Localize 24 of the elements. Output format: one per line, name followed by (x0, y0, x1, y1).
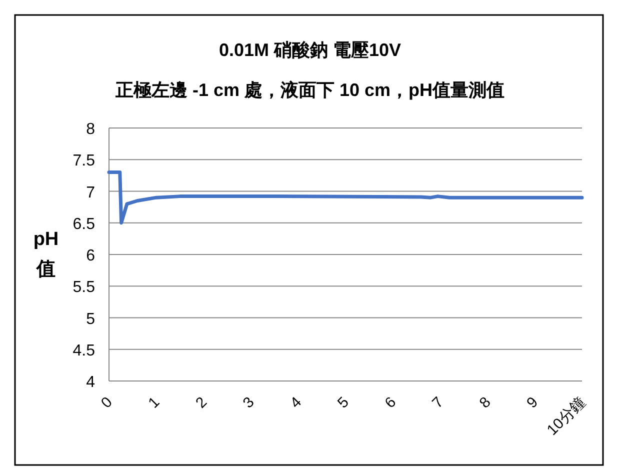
x-tick-label: 7 (429, 394, 447, 412)
x-tick-label: 0 (98, 394, 116, 412)
x-tick-label: 5 (334, 394, 352, 412)
x-tick-label: 2 (192, 394, 210, 412)
x-tick-label: 10分鐘 (544, 394, 589, 439)
x-tick-label: 8 (476, 394, 494, 412)
chart-subtitle: 正極左邊 -1 cm 處，液面下 10 cm，pH值量測值 (114, 80, 505, 100)
x-tick-label: 4 (287, 394, 306, 412)
y-tick-label: 8 (86, 121, 96, 138)
x-tick-label: 3 (240, 394, 258, 412)
y-tick-label: 7.5 (72, 152, 96, 170)
y-tick-label: 7 (86, 184, 96, 202)
x-tick-label: 1 (145, 394, 164, 412)
y-tick-label: 6 (86, 248, 96, 264)
y-tick-label: 5.5 (72, 279, 96, 296)
x-tick-label: 6 (382, 394, 400, 412)
line-series (107, 170, 584, 225)
x-tick-label: 9 (524, 394, 542, 412)
y-tick-label: 4.5 (72, 342, 96, 360)
y-tick-label: 5 (86, 310, 96, 328)
chart-title: 0.01M 硝酸鈉 電壓10V (218, 40, 402, 60)
y-axis-title: pH 值 (33, 229, 59, 280)
y-tick-label: 4 (86, 374, 96, 391)
y-tick-label: 6.5 (72, 216, 96, 233)
